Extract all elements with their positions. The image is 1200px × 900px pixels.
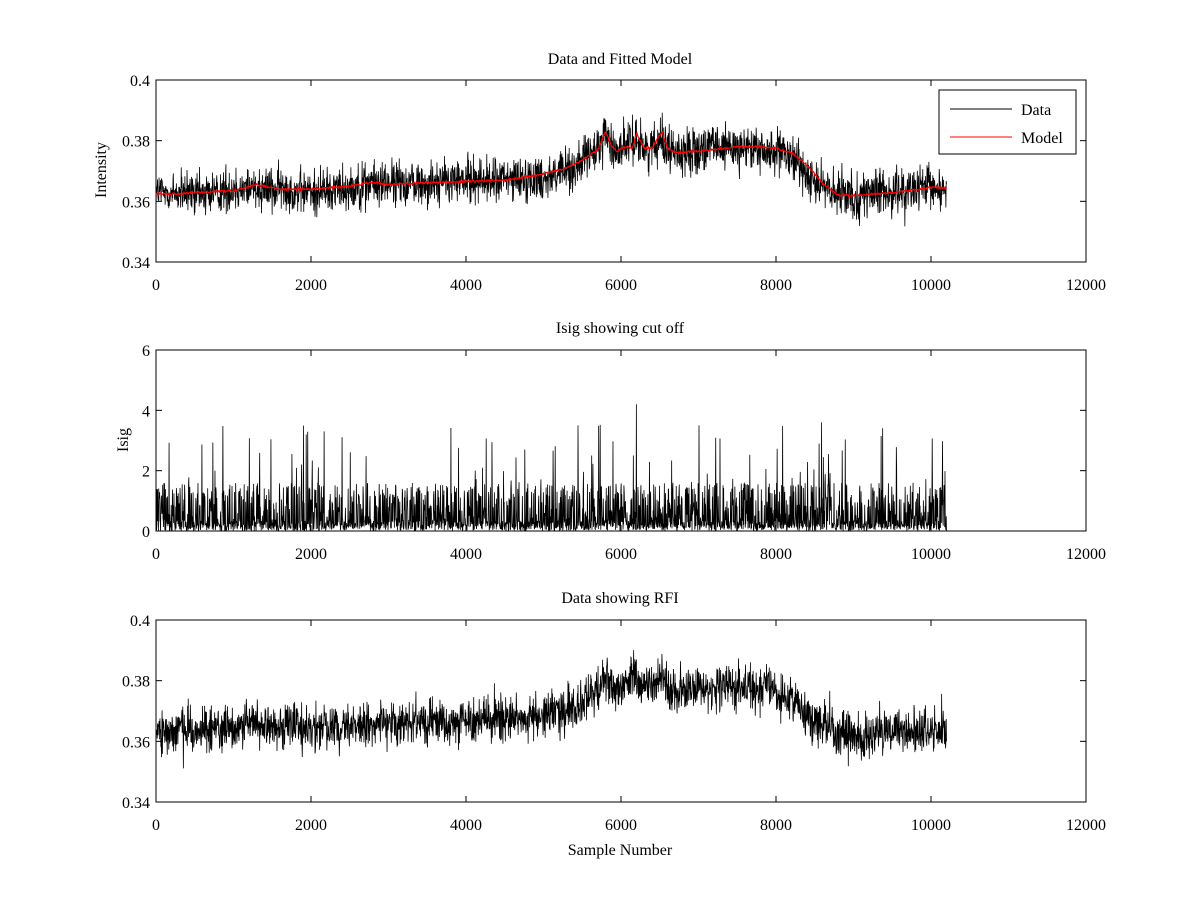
legend-box [938, 89, 1077, 155]
y-tick-label: 6 [142, 343, 150, 360]
x-tick-label: 4000 [450, 817, 482, 834]
x-tick-label: 10000 [911, 546, 951, 563]
y-tick-label: 0.36 [122, 734, 150, 751]
x-tick-label: 12000 [1066, 817, 1106, 834]
x-tick-label: 0 [152, 277, 160, 294]
panel-data-rfi: Data showing RFI Sample Number 0 2000 4000… [122, 590, 1106, 859]
x-tick-label: 2000 [295, 817, 327, 834]
x-axis-label: Sample Number [568, 842, 673, 859]
y-tick-label: 0 [142, 524, 150, 541]
y-tick-label: 2 [142, 464, 150, 481]
legend-label-model: Model [1021, 130, 1063, 147]
x-tick-label: 0 [152, 817, 160, 834]
plot-area: 0 2000 4000 6000 8000 10000 12000 0 2 4 6 [142, 343, 1106, 563]
x-tick-label: 6000 [605, 546, 637, 563]
series-line-model [155, 130, 948, 198]
x-tick-label: 0 [152, 546, 160, 563]
plot-area: 0 2000 4000 6000 8000 10000 12000 0.34 0.36 0.38 0… [122, 613, 1106, 834]
x-tick-label: 8000 [760, 817, 792, 834]
legend: Data Model [938, 89, 1077, 155]
x-tick-label: 4000 [450, 546, 482, 563]
y-tick-label: 0.4 [130, 613, 150, 630]
chart-title: Data showing RFI [561, 590, 678, 607]
x-tick-label: 6000 [605, 817, 637, 834]
y-axis-label: Intensity [93, 142, 110, 198]
y-tick-label: 4 [142, 403, 150, 420]
x-tick-label: 2000 [295, 546, 327, 563]
y-tick-label: 0.36 [122, 194, 150, 211]
x-tick-label: 6000 [605, 277, 637, 294]
chart-title: Data and Fitted Model [548, 51, 693, 68]
chart-title: Isig showing cut off [556, 320, 685, 337]
legend-label-data: Data [1021, 102, 1051, 119]
y-axis-label: Isig [115, 428, 132, 452]
y-tick-label: 0.34 [122, 795, 150, 812]
y-tick-label: 0.34 [122, 255, 150, 272]
panel-isig: Isig showing cut off Isig 0 2000 4000 6000 8… [115, 320, 1106, 563]
plot-area: 0 2000 4000 6000 8000 10000 12000 0.34 0.36 0.38 0… [122, 73, 1106, 294]
x-tick-label: 2000 [295, 277, 327, 294]
series-line-data [155, 112, 947, 227]
x-tick-label: 12000 [1066, 277, 1106, 294]
x-tick-label: 10000 [911, 817, 951, 834]
x-tick-label: 10000 [911, 277, 951, 294]
y-tick-label: 0.38 [122, 134, 150, 151]
x-tick-label: 12000 [1066, 546, 1106, 563]
x-tick-label: 8000 [760, 277, 792, 294]
y-tick-label: 0.4 [130, 73, 150, 90]
series-line-data [155, 650, 947, 769]
y-tick-label: 0.38 [122, 674, 150, 691]
x-tick-label: 8000 [760, 546, 792, 563]
x-tick-label: 4000 [450, 277, 482, 294]
panel-data-fitted-model: Data and Fitted Model Intensity 0 2000 400… [93, 51, 1106, 294]
series-line-isig [155, 404, 947, 532]
